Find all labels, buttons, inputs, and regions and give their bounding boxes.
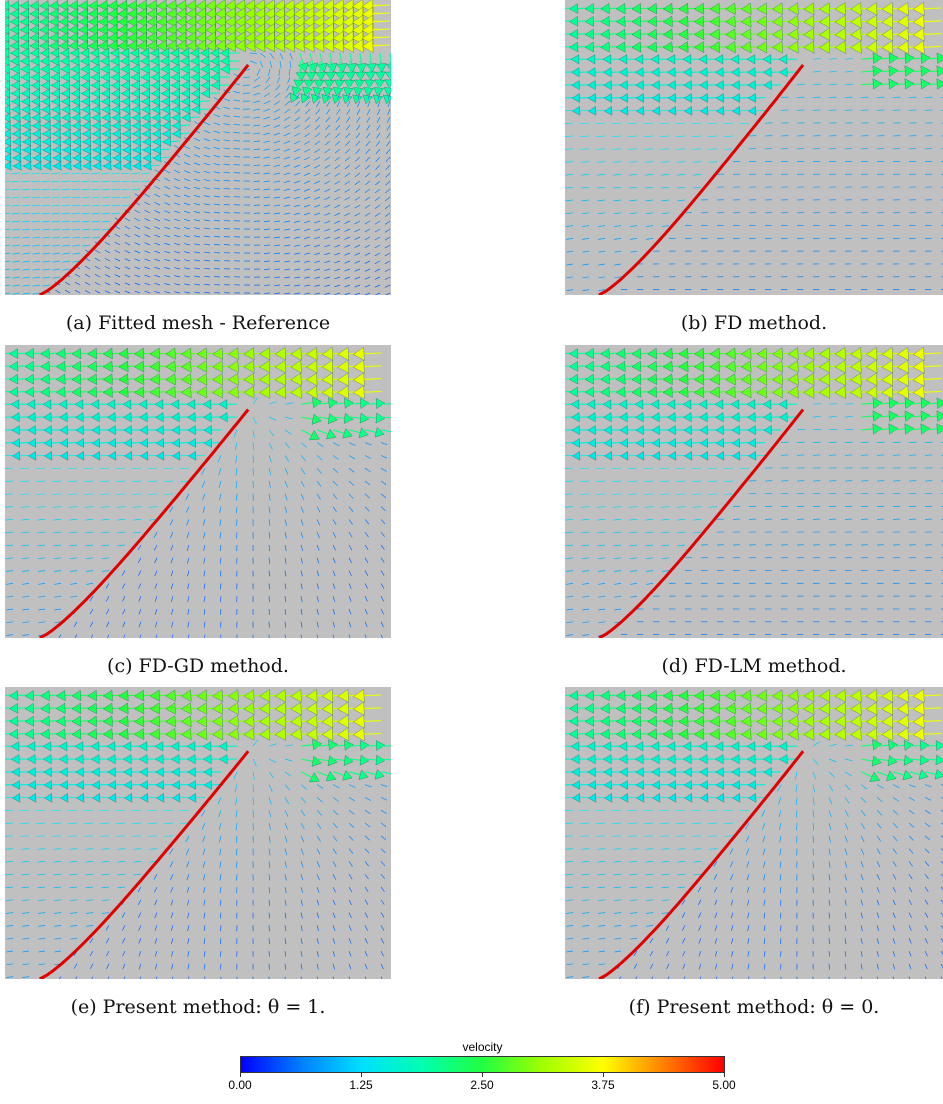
velocity-colorbar: velocity 0.00 1.25 2.50 3.75 5.00 [228, 1040, 735, 1100]
colorbar-tick [724, 1073, 725, 1077]
colorbar-tick [240, 1073, 241, 1077]
panel-f-present-theta-0 [565, 687, 943, 979]
caption-d: (d) FD-LM method. [661, 655, 847, 677]
vector-field-e [5, 688, 391, 979]
vector-field-c [5, 346, 391, 638]
colorbar-tick-label: 2.50 [470, 1078, 494, 1092]
colorbar-tick [603, 1073, 604, 1077]
interface-curve [38, 63, 250, 295]
colorbar-tick [361, 1073, 362, 1077]
panel-b-fd-method [565, 0, 943, 295]
colorbar-tick-label: 5.00 [712, 1078, 736, 1092]
vector-field-a [5, 0, 391, 295]
panel-a-fitted-mesh [5, 0, 391, 295]
colorbar-tick-label: 1.25 [349, 1078, 373, 1092]
colorbar-tick-label: 0.00 [228, 1078, 252, 1092]
interface-curve [598, 408, 805, 638]
colorbar-tick [482, 1073, 483, 1077]
interface-curve [38, 408, 250, 638]
caption-a: (a) Fitted mesh - Reference [65, 312, 331, 334]
interface-curve [38, 750, 250, 979]
colorbar-gradient [240, 1056, 725, 1073]
caption-c: (c) FD-GD method. [107, 655, 289, 677]
panel-e-present-theta-1 [5, 687, 391, 979]
vector-field-d [565, 346, 943, 638]
interface-curve [598, 63, 805, 295]
vector-field-f [565, 688, 943, 979]
colorbar-tick-label: 3.75 [591, 1078, 615, 1092]
colorbar-title: velocity [462, 1040, 503, 1054]
interface-curve [598, 750, 805, 979]
caption-f: (f) Present method: θ = 0. [628, 996, 880, 1018]
caption-b: (b) FD method. [680, 312, 828, 334]
panel-c-fd-gd-method [5, 345, 391, 638]
vector-field-b [565, 1, 943, 295]
caption-e: (e) Present method: θ = 1. [70, 996, 326, 1018]
panel-d-fd-lm-method [565, 345, 943, 638]
